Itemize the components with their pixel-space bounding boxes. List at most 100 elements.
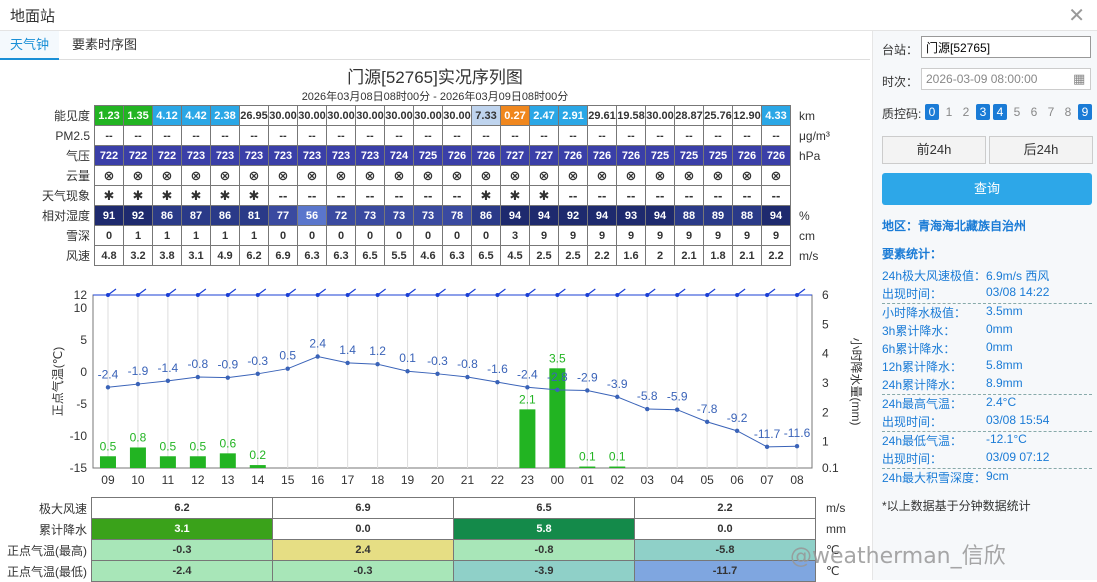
wind-barb [347, 288, 357, 296]
grid-cell-rh: 94 [761, 205, 791, 226]
next-24h-button[interactable]: 后24h [989, 136, 1093, 164]
grid-cell-wx: -- [703, 185, 733, 206]
stats-key: 3h累计降水： [882, 324, 956, 338]
grid-row-label: 气压 [65, 149, 90, 163]
grid-cell-vis: 30.00 [297, 105, 327, 126]
grid-cell-wx: -- [732, 185, 762, 206]
grid-cell-vis: 30.00 [442, 105, 472, 126]
x-tick-label: 02 [611, 473, 625, 487]
stats-item: 6h累计降水： 0mm [882, 340, 1092, 358]
qc-code-toggle[interactable]: 2 [962, 105, 970, 119]
wind-barb [377, 288, 386, 296]
tab-weather-clock[interactable]: 天气钟 [0, 31, 60, 60]
grid-cell-pres: 726 [616, 145, 646, 166]
wind-barb [107, 288, 117, 296]
grid-cell-wind: 2.1 [674, 245, 704, 266]
temperature-value-label: -0.9 [217, 358, 238, 372]
wind-barb [317, 288, 327, 296]
qc-code-toggle[interactable]: 0 [925, 104, 939, 120]
grid-row-rh: 相对湿度 91 92 86 87 86 81 77 56 72 73 73 73 78 86 94 94 92 94… [0, 205, 839, 226]
temperature-value-label: -11.7 [754, 427, 781, 441]
grid-cell-pres: 726 [732, 145, 762, 166]
grid-cell-snow: 9 [587, 225, 617, 246]
qc-code-toggle[interactable]: 7 [1047, 105, 1055, 119]
qc-label: 质控码: [882, 107, 922, 121]
precip-bar [519, 409, 536, 468]
temperature-value-label: -5.9 [667, 390, 688, 404]
stats-key: 24h累计降水： [882, 378, 963, 392]
temperature-point [525, 385, 530, 390]
grid-cell-wind: 2.5 [558, 245, 588, 266]
summary-table: 极大风速 6.2 6.9 6.5 2.2 m/s 累计降水 3.1 0.0 5.8 0.0 mm 正点气… [0, 497, 867, 582]
grid-cell-cloud: ⊗ [471, 165, 501, 186]
calendar-icon[interactable]: ▦ [1073, 71, 1086, 86]
stats-item: 24h最低气温： -12.1°C [882, 432, 1092, 450]
grid-cell-snow: 0 [413, 225, 443, 246]
qc-code-toggle[interactable]: 1 [945, 105, 953, 119]
summary-row: 正点气温(最高) -0.3 2.4 -0.8 -5.8 ℃ [0, 539, 867, 561]
grid-cell-pres: 724 [384, 145, 414, 166]
qc-code-toggle[interactable]: 9 [1078, 104, 1092, 120]
summary-cell: -11.7 [634, 560, 816, 582]
qc-code-toggle[interactable]: 6 [1030, 105, 1038, 119]
qc-code-toggle[interactable]: 8 [1064, 105, 1072, 119]
x-tick-label: 22 [491, 473, 505, 487]
grid-cell-cloud: ⊗ [500, 165, 530, 186]
wind-barb [227, 288, 237, 296]
grid-row-unit [791, 166, 840, 186]
summary-cell: -5.8 [634, 539, 816, 561]
precip-bar [129, 447, 146, 468]
x-tick-label: 20 [431, 473, 445, 487]
precip-bar [579, 466, 596, 468]
close-icon[interactable]: ✕ [1068, 5, 1085, 27]
stats-key: 小时降水极值： [882, 306, 967, 320]
grid-cell-pres: 723 [326, 145, 356, 166]
grid-row-cloud: 云量 ⊗ ⊗ ⊗ ⊗ ⊗ ⊗ ⊗ ⊗ ⊗ ⊗ ⊗ ⊗ ⊗ ⊗ ⊗ ⊗ ⊗ ⊗ ⊗ ⊗ ⊗ ⊗ ⊗ ⊗ [0, 165, 840, 186]
stats-key: 12h累计降水： [882, 360, 963, 374]
tab-element-timeseries[interactable]: 要素时序图 [72, 37, 138, 52]
grid-row-unit: cm [799, 228, 815, 243]
grid-cell-pm25: -- [123, 125, 153, 146]
grid-cell-pres: 727 [500, 145, 530, 166]
grid-cell-vis: 19.58 [616, 105, 646, 126]
grid-cell-snow: 0 [471, 225, 501, 246]
grid-row-label: 天气现象 [41, 189, 90, 203]
prev-24h-button[interactable]: 前24h [882, 136, 986, 164]
temperature-value-label: -2.4 [517, 367, 538, 381]
x-tick-label: 04 [671, 473, 685, 487]
temperature-value-label: -2.8 [547, 370, 568, 384]
y-tick-label: -15 [70, 461, 88, 475]
grid-cell-vis: 30.00 [355, 105, 385, 126]
grid-cell-cloud: ⊗ [94, 165, 124, 186]
qc-code-toggle[interactable]: 5 [1013, 105, 1021, 119]
grid-cell-wind: 6.3 [442, 245, 472, 266]
summary-cell: 2.2 [634, 497, 816, 519]
grid-cell-rh: 89 [703, 205, 733, 226]
grid-cell-wx: -- [384, 185, 414, 206]
qc-code-toggle[interactable]: 3 [976, 104, 990, 120]
summary-cell: 3.1 [91, 518, 273, 540]
time-input[interactable] [921, 68, 1091, 90]
temperature-value-label: 1.4 [339, 343, 356, 357]
wind-barb [736, 288, 746, 296]
y-tick-label: 10 [74, 301, 88, 315]
y2-tick-label: 1 [822, 435, 829, 449]
time-label: 时次： [882, 75, 919, 89]
qc-code-toggle[interactable]: 4 [993, 104, 1007, 120]
temperature-value-label: -0.3 [247, 354, 268, 368]
precip-bar [549, 368, 566, 468]
stats-value: 0mm [986, 340, 1013, 354]
window-title: 地面站 [10, 8, 56, 25]
temperature-point [764, 444, 770, 450]
temperature-point [734, 428, 740, 434]
precip-value-label: 3.5 [549, 351, 566, 365]
station-label: 台站： [882, 43, 919, 57]
station-input[interactable] [921, 36, 1091, 58]
query-button[interactable]: 查询 [882, 173, 1092, 205]
stats-value: 9cm [986, 469, 1009, 483]
grid-cell-cloud: ⊗ [587, 165, 617, 186]
grid-cell-pm25: -- [210, 125, 240, 146]
grid-row-label: 风速 [65, 249, 90, 263]
grid-cell-pres: 723 [210, 145, 240, 166]
temperature-point [465, 374, 470, 380]
